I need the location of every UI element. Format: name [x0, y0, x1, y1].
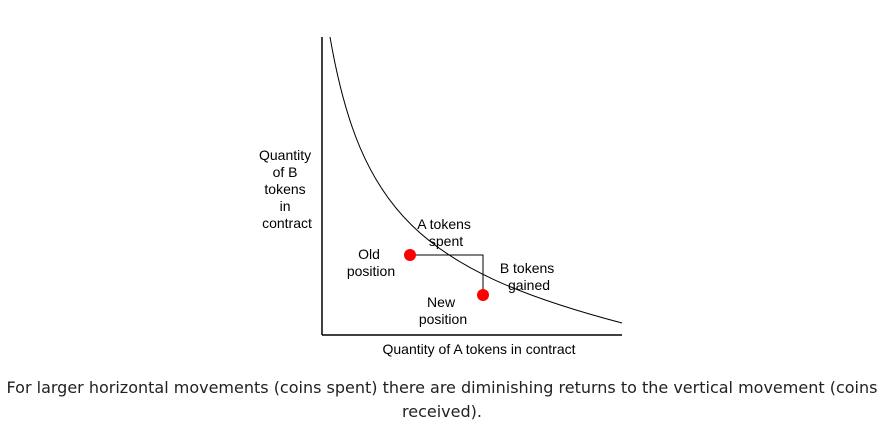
new-position-point	[477, 289, 489, 301]
b-tokens-gained-label: B tokens gained	[500, 260, 558, 293]
movement-bracket	[410, 254, 484, 295]
a-tokens-spent-label: A tokens spent	[417, 216, 475, 249]
constant-product-diagram: Quantity of B tokens in contract Quantit…	[259, 36, 623, 357]
old-position-label: Old position	[347, 246, 395, 279]
old-position-point	[404, 249, 416, 261]
figure-caption: For larger horizontal movements (coins s…	[6, 378, 878, 421]
new-position-label: New position	[419, 294, 467, 327]
x-axis-label: Quantity of A tokens in contract	[383, 341, 576, 357]
price-curve	[329, 36, 623, 324]
y-axis-label: Quantity of B tokens in contract	[259, 147, 315, 231]
